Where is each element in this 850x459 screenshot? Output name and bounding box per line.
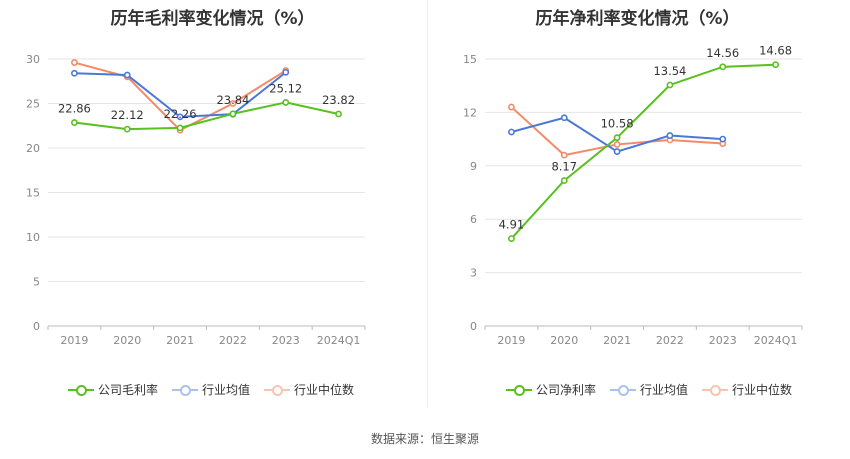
y-tick-label: 5 — [33, 276, 40, 289]
legend-marker — [610, 384, 637, 396]
chart-divider — [427, 0, 428, 408]
legend-marker — [702, 384, 729, 396]
x-tick-label: 2019 — [497, 334, 525, 347]
y-tick-label: 6 — [470, 213, 477, 226]
series-line — [74, 101, 339, 131]
x-tick-label: 2021 — [603, 334, 631, 347]
data-point — [560, 177, 568, 184]
data-label: 23.84 — [216, 93, 249, 107]
data-label: 8.17 — [551, 160, 577, 174]
data-point — [71, 69, 78, 77]
y-tick-label: 10 — [26, 231, 40, 244]
data-label: 4.91 — [499, 218, 525, 232]
legend-marker — [172, 384, 199, 396]
data-label: 13.54 — [653, 64, 686, 78]
y-tick-label: 25 — [26, 98, 40, 111]
data-point — [719, 63, 727, 71]
chart-title-net-margin: 历年净利率变化情况（%） — [535, 9, 740, 29]
chart-title-gross-margin: 历年毛利率变化情况（%） — [110, 9, 315, 29]
data-point — [229, 100, 237, 107]
gross-margin-chart: 0 5 10 15 20 25 30 2019 2020 2021 2022 2023 2024Q1 22… — [26, 53, 366, 347]
data-point — [335, 110, 342, 118]
data-point — [176, 113, 184, 121]
y-tick-label: 0 — [33, 320, 40, 333]
legend-item-company-net[interactable]: 公司净利率 — [506, 381, 596, 398]
x-tick-label: 2020 — [550, 334, 578, 347]
legend-label: 行业中位数 — [294, 383, 355, 397]
data-label: 22.12 — [111, 108, 144, 122]
x-tick-label: 2020 — [113, 334, 141, 347]
data-point — [613, 134, 621, 142]
data-source-note: 数据来源：恒生聚源 — [370, 432, 479, 446]
data-point — [282, 99, 290, 106]
x-tick-label: 2022 — [219, 334, 247, 347]
data-label: 14.68 — [759, 44, 792, 58]
data-point — [719, 135, 727, 143]
x-tick-label: 2024Q1 — [754, 334, 798, 347]
legend-label: 行业均值 — [640, 383, 689, 397]
x-tick-label: 2023 — [272, 334, 300, 347]
data-point — [508, 103, 515, 111]
data-point — [176, 124, 184, 132]
legend-item-industry-median[interactable]: 行业中位数 — [264, 381, 354, 398]
data-point — [71, 59, 78, 66]
data-point — [666, 132, 674, 139]
y-tick-label: 15 — [463, 53, 477, 66]
y-tick-label: 0 — [470, 320, 477, 333]
legend-marker — [264, 384, 291, 396]
legend-label: 行业中位数 — [732, 383, 793, 397]
data-point — [123, 125, 131, 133]
data-label: 25.12 — [269, 81, 302, 95]
y-tick-label: 12 — [463, 106, 477, 119]
legend-label: 行业均值 — [202, 383, 251, 397]
x-tick-label: 2022 — [656, 334, 684, 347]
series-line — [510, 106, 723, 157]
data-label: 23.82 — [322, 93, 355, 107]
data-label: 22.26 — [164, 107, 197, 121]
legend-label: 公司净利率 — [536, 383, 597, 397]
data-point — [560, 151, 568, 159]
data-label: 22.86 — [58, 102, 91, 116]
data-point — [508, 128, 515, 136]
net-margin-legend: 公司净利率 行业均值 行业中位数 — [506, 381, 792, 398]
legend-item-industry-mean[interactable]: 行业均值 — [610, 381, 688, 398]
data-point — [123, 71, 131, 79]
data-point — [772, 61, 779, 69]
net-margin-chart: 0 3 6 9 12 15 2019 2020 2021 2022 2023 2024Q1 4.91 8.… — [463, 44, 803, 347]
y-tick-label: 9 — [470, 160, 477, 173]
y-tick-label: 3 — [470, 267, 477, 280]
data-label: 14.56 — [706, 46, 739, 60]
data-point — [613, 148, 621, 155]
data-point — [282, 68, 290, 76]
legend-item-industry-median[interactable]: 行业中位数 — [702, 381, 792, 398]
series-line — [510, 63, 776, 240]
legend-item-company-gross[interactable]: 公司毛利率 — [68, 381, 158, 398]
y-tick-label: 30 — [26, 53, 40, 66]
x-tick-label: 2019 — [60, 334, 88, 347]
legend-marker — [506, 384, 532, 396]
legend-label: 公司毛利率 — [98, 383, 159, 397]
data-label: 10.58 — [601, 117, 634, 131]
y-tick-label: 15 — [26, 187, 40, 200]
data-point — [508, 235, 515, 243]
data-point — [560, 114, 568, 122]
data-point — [229, 110, 237, 118]
x-tick-label: 2023 — [709, 334, 737, 347]
gross-margin-legend: 公司毛利率 行业均值 行业中位数 — [68, 381, 354, 398]
data-point — [71, 119, 78, 126]
y-tick-label: 20 — [26, 142, 40, 155]
legend-item-industry-mean[interactable]: 行业均值 — [172, 381, 250, 398]
x-tick-label: 2024Q1 — [317, 334, 361, 347]
legend-marker — [68, 384, 94, 396]
data-point — [666, 81, 674, 89]
x-tick-label: 2021 — [166, 334, 194, 347]
data-point — [613, 141, 621, 148]
